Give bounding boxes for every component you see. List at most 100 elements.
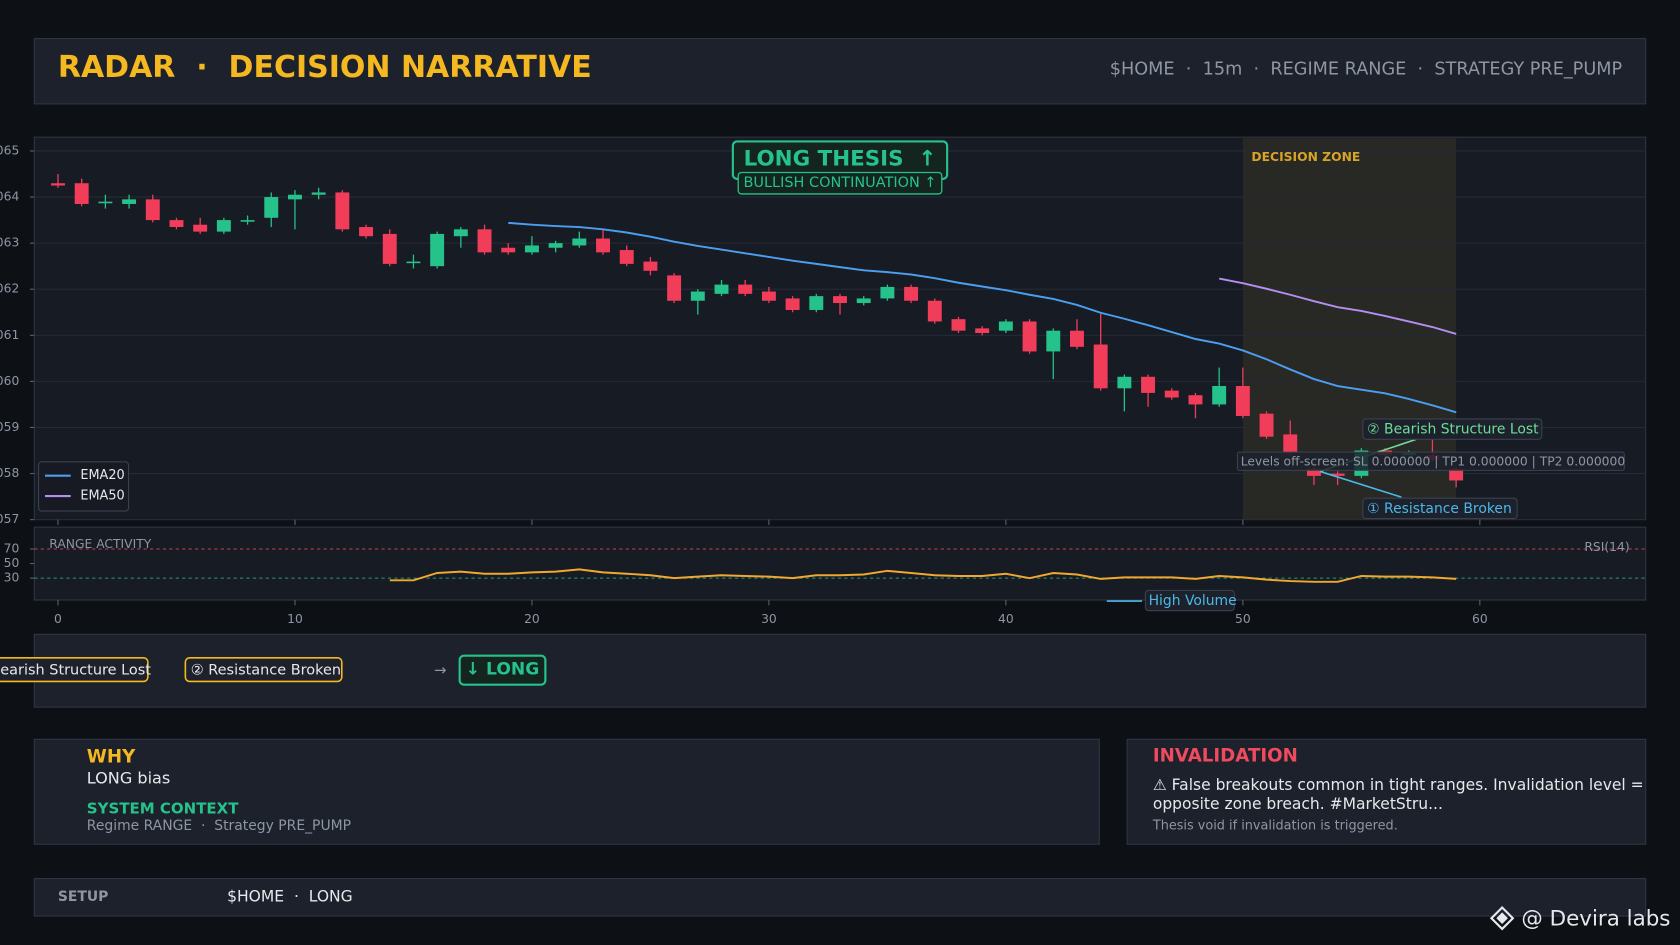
y-tick-label: 060 [0, 374, 19, 388]
grid-layer: 0570580590600610620630640653050700102030… [0, 143, 1646, 626]
invalidation-line: opposite zone breach. #MarketStru... [1153, 795, 1443, 813]
candle-body [975, 328, 990, 334]
invalidation-panel [1126, 738, 1647, 845]
header-meta: $HOME · 15m · REGIME RANGE · STRATEGY PR… [1110, 60, 1623, 80]
thesis-subtitle-box [737, 171, 943, 195]
candle-body [169, 220, 184, 228]
y-tick-label: 064 [0, 190, 19, 204]
candle-body [1449, 468, 1464, 481]
candle-body [761, 291, 776, 301]
header-title: RADAR · DECISION NARRATIVE [58, 50, 592, 85]
candle-body [477, 229, 492, 253]
context-title: SYSTEM CONTEXT [87, 799, 239, 817]
candle-body [74, 183, 89, 204]
x-tick-label: 10 [287, 612, 303, 626]
flow-step [0, 657, 149, 683]
why-panel [33, 738, 1100, 845]
why-text: LONG bias [87, 768, 170, 787]
x-tick-label: 0 [54, 612, 62, 626]
legend-label: EMA20 [80, 468, 124, 483]
line [389, 568, 1457, 583]
candle-body [998, 321, 1013, 331]
flow-step [184, 657, 343, 683]
candle-body [1070, 330, 1084, 347]
y-tick-label: 065 [0, 143, 19, 157]
candle-body [856, 298, 871, 304]
candle-body [145, 199, 160, 221]
candle-body [264, 197, 279, 218]
candle-body [1306, 468, 1321, 476]
candle-body [1117, 376, 1132, 389]
legend-box [38, 461, 130, 512]
candle-body [406, 261, 421, 264]
why-title: WHY [87, 747, 136, 768]
candle-body [714, 284, 729, 294]
candle-body [1188, 395, 1203, 405]
candle-body [311, 192, 326, 195]
candle-body [240, 220, 255, 222]
annotation-box [1362, 497, 1518, 520]
candle-body [738, 284, 753, 294]
candle-body [501, 247, 516, 253]
candle-body [1093, 344, 1108, 389]
x-tick-label: 30 [761, 612, 777, 626]
candle-body [1259, 413, 1274, 437]
candle-body [833, 296, 847, 304]
candle-body [359, 227, 374, 237]
candle-body [335, 192, 350, 230]
candle-body [927, 300, 942, 322]
candle-body [51, 183, 65, 186]
legend-label: EMA50 [80, 489, 124, 504]
candle-body [453, 229, 468, 237]
zone-label: DECISION ZONE [1251, 150, 1360, 164]
flow-step-label: ② Resistance Broken [191, 663, 341, 679]
invalidation-title: INVALIDATION [1153, 745, 1298, 766]
thesis-title: LONG THESIS ↑ [744, 147, 937, 172]
setup-value: $HOME · LONG [227, 887, 353, 905]
candle-body [193, 224, 208, 232]
rsi-plot [33, 526, 1647, 601]
levels-note: Levels off-screen: SL 0.000000 | TP1 0.0… [1241, 454, 1626, 468]
candle-body [122, 199, 137, 204]
y-tick-label: 062 [0, 282, 19, 296]
decision-pill [458, 654, 547, 686]
candle-body [951, 319, 966, 331]
candle-body [667, 275, 682, 301]
annotation-arrow [1319, 470, 1402, 498]
flow-arrow: → [434, 661, 447, 679]
candle-body [690, 291, 705, 301]
candle-body [1283, 434, 1298, 453]
candle-body [1330, 473, 1345, 476]
candle-body [1022, 321, 1037, 352]
candle-body [287, 194, 302, 200]
y-tick-label: 70 [4, 542, 20, 556]
candle-body [619, 250, 634, 264]
annotation: High Volume [1149, 593, 1237, 609]
candle-body [1235, 385, 1250, 416]
y-tick-label: 059 [0, 420, 19, 434]
candle-body [643, 261, 658, 271]
invalidation-note: Thesis void if invalidation is triggered… [1152, 819, 1398, 834]
setup-label: SETUP [58, 889, 109, 905]
rsi-title: RANGE ACTIVITY [49, 537, 151, 551]
mark-layer: EMA20 EMA50 RSI(14) [38, 174, 1630, 583]
candle-body [1141, 376, 1156, 393]
thesis-subtitle: BULLISH CONTINUATION ↑ [743, 175, 936, 191]
candle-body [809, 296, 824, 310]
x-tick-label: 20 [524, 612, 540, 626]
annotation-box [1362, 418, 1543, 440]
series-label: RSI(14) [1584, 540, 1629, 554]
watermark: @ Devira labs [1521, 906, 1670, 931]
levels-box [1236, 451, 1625, 471]
candle-body [1212, 385, 1227, 405]
decision: ↓ LONG [466, 660, 540, 680]
candle-body [216, 220, 231, 232]
candle-body [430, 233, 445, 267]
x-tick-label: 40 [998, 612, 1014, 626]
candle-body [1164, 390, 1179, 398]
candle-body [596, 238, 610, 253]
invalidation-line: ⚠ False breakouts common in tight ranges… [1153, 776, 1644, 794]
candle-body [1046, 330, 1061, 352]
watermark-icon [1489, 905, 1515, 931]
